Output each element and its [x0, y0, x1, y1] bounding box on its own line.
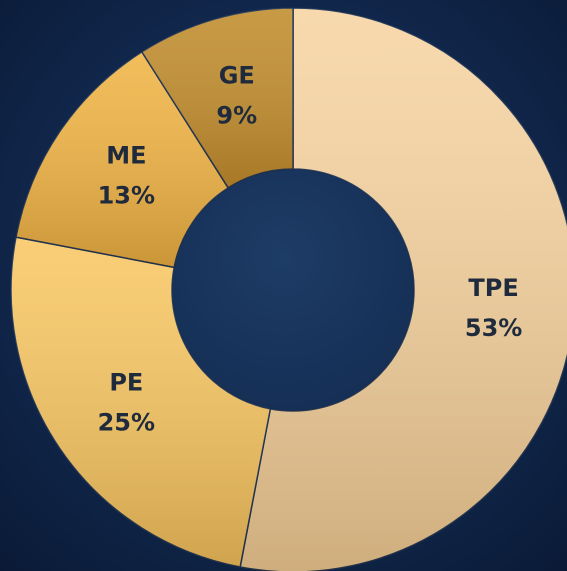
value-label: 13% [98, 182, 155, 210]
slice-label: PE [109, 368, 143, 396]
page: TPE53%PE25%ME13%GE9% (() => { const data… [0, 0, 567, 571]
value-label: 53% [465, 314, 522, 342]
slice-label: GE [219, 62, 255, 90]
slice-label: ME [106, 142, 146, 170]
chart: TPE 53% PE 25% ME 13% GE 9% [0, 0, 567, 571]
slice-label: TPE [468, 274, 518, 302]
value-label: 9% [216, 102, 257, 130]
value-label: 25% [98, 408, 155, 436]
